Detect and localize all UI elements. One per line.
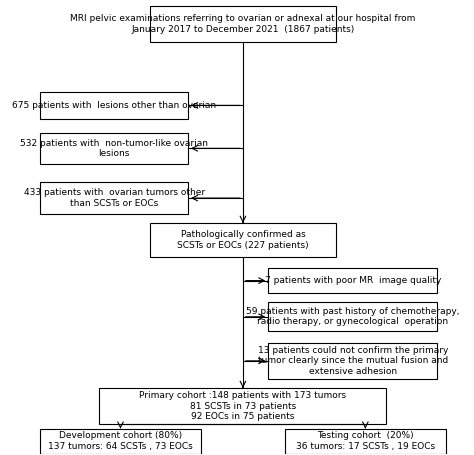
FancyBboxPatch shape: [150, 6, 336, 42]
FancyBboxPatch shape: [268, 343, 437, 379]
Text: 675 patients with  lesions other than ovarian: 675 patients with lesions other than ova…: [12, 101, 216, 110]
Text: Testing cohort  (20%)
36 tumors: 17 SCSTs , 19 EOCs: Testing cohort (20%) 36 tumors: 17 SCSTs…: [296, 431, 435, 451]
FancyBboxPatch shape: [100, 388, 386, 424]
Text: 13 patients could not confirm the primary
tumor clearly since the mutual fusion : 13 patients could not confirm the primar…: [257, 346, 448, 376]
FancyBboxPatch shape: [40, 182, 188, 214]
Text: 532 patients with  non-tumor-like ovarian
lesions: 532 patients with non-tumor-like ovarian…: [20, 139, 208, 158]
FancyBboxPatch shape: [268, 302, 437, 331]
Text: Development cohort (80%)
137 tumors: 64 SCSTs , 73 EOCs: Development cohort (80%) 137 tumors: 64 …: [48, 431, 193, 451]
FancyBboxPatch shape: [40, 132, 188, 164]
FancyBboxPatch shape: [285, 429, 446, 454]
Text: 433 patients with  ovarian tumors other
than SCSTs or EOCs: 433 patients with ovarian tumors other t…: [24, 188, 205, 208]
Text: Pathologically confirmed as
SCSTs or EOCs (227 patients): Pathologically confirmed as SCSTs or EOC…: [177, 230, 309, 250]
Text: MRI pelvic examinations referring to ovarian or adnexal at our hospital from
Jan: MRI pelvic examinations referring to ova…: [70, 14, 416, 34]
FancyBboxPatch shape: [268, 268, 437, 293]
Text: Primary cohort :148 patients with 173 tumors
81 SCSTs in 73 patients
92 EOCs in : Primary cohort :148 patients with 173 tu…: [139, 391, 346, 421]
FancyBboxPatch shape: [150, 223, 336, 257]
FancyBboxPatch shape: [40, 92, 188, 119]
Text: 59 patients with past history of chemotherapy,
radio therapy, or gynecological  : 59 patients with past history of chemoth…: [246, 307, 459, 327]
Text: 7 patients with poor MR  image quality: 7 patients with poor MR image quality: [264, 276, 441, 285]
FancyBboxPatch shape: [40, 429, 201, 454]
